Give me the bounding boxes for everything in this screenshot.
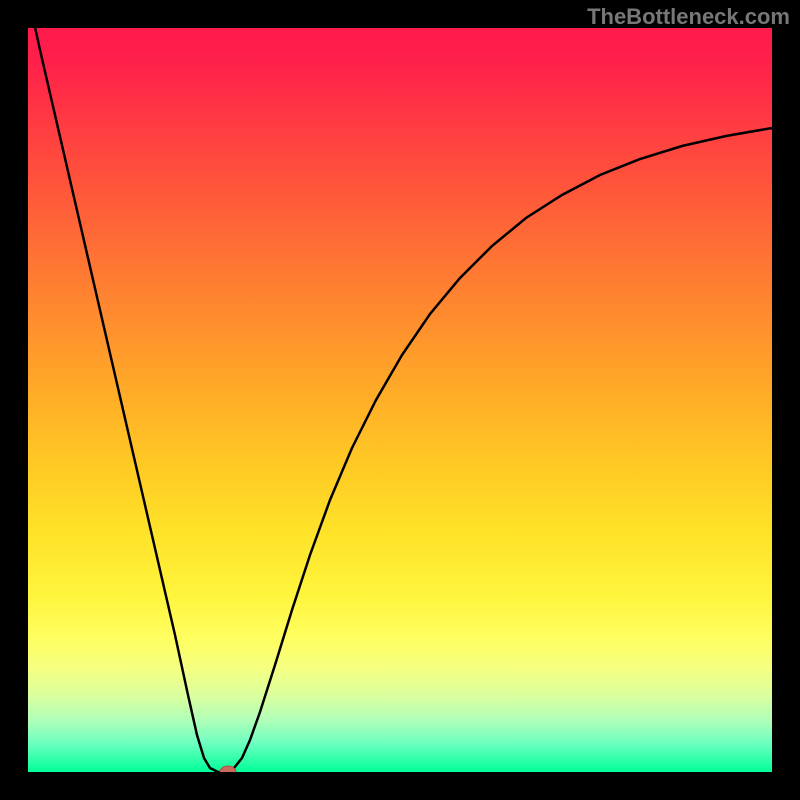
watermark-text: TheBottleneck.com [587, 4, 790, 30]
border-right [772, 0, 800, 800]
chart-container: TheBottleneck.com [0, 0, 800, 800]
chart-svg [0, 0, 800, 800]
border-left [0, 0, 28, 800]
chart-background [28, 28, 772, 772]
border-bottom [0, 772, 800, 800]
